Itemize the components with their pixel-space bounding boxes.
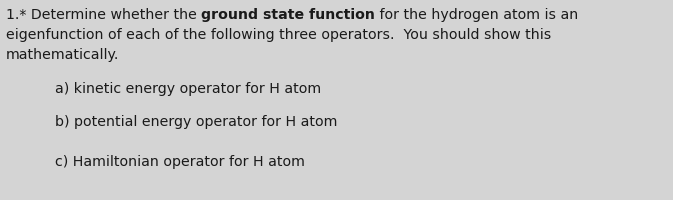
Text: c) Hamiltonian operator for H atom: c) Hamiltonian operator for H atom (55, 154, 305, 168)
Text: mathematically.: mathematically. (6, 48, 119, 62)
Text: for the hydrogen atom is an: for the hydrogen atom is an (376, 8, 579, 22)
Text: ground state function: ground state function (201, 8, 376, 22)
Text: b) potential energy operator for H atom: b) potential energy operator for H atom (55, 114, 337, 128)
Text: eigenfunction of each of the following three operators.  You should show this: eigenfunction of each of the following t… (6, 28, 551, 42)
Text: a) kinetic energy operator for H atom: a) kinetic energy operator for H atom (55, 82, 321, 96)
Text: 1.* Determine whether the: 1.* Determine whether the (6, 8, 201, 22)
